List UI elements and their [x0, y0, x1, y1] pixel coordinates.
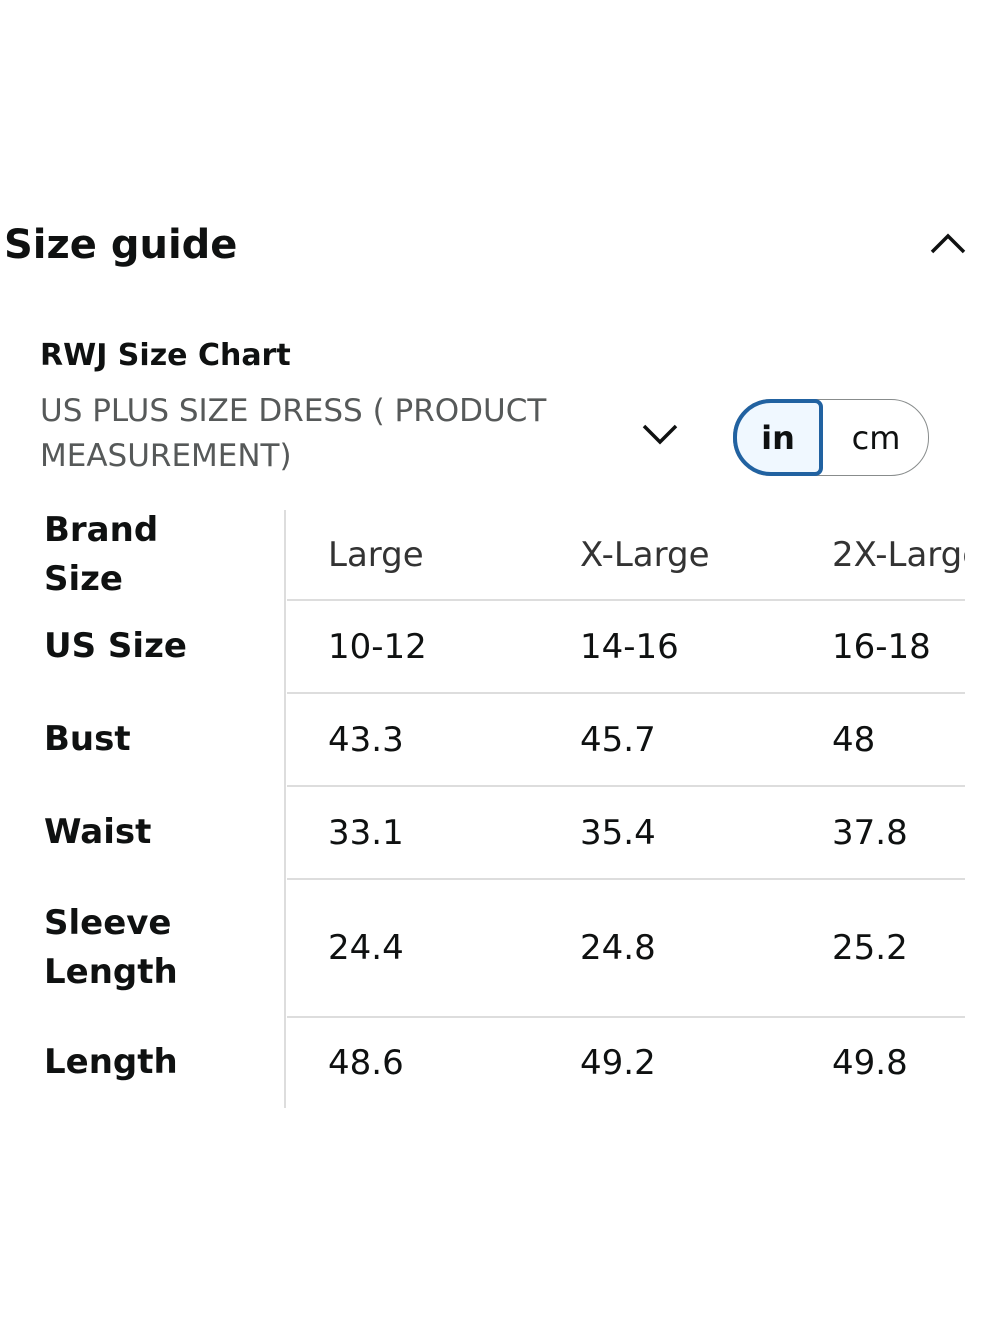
- row-header: Waist: [44, 812, 152, 852]
- column-header: Large: [328, 535, 424, 575]
- row-header: Sleeve Length: [44, 903, 178, 992]
- table-cell: 16-18: [832, 626, 931, 667]
- row-header: Bust: [44, 719, 131, 759]
- table-cell: 49.8: [832, 1042, 908, 1083]
- column-header: X-Large: [580, 535, 710, 575]
- row-divider: [287, 692, 965, 694]
- row-divider: [287, 878, 965, 880]
- dropdown-chevron[interactable]: [640, 420, 680, 448]
- row-header: US Size: [44, 626, 187, 666]
- row-divider: [287, 599, 965, 601]
- chart-selector[interactable]: US PLUS SIZE DRESS ( PRODUCT MEASUREMENT…: [40, 393, 547, 474]
- table-cell: 45.7: [580, 719, 656, 760]
- table-cell: 24.8: [580, 928, 656, 968]
- table-cell: 10-12: [328, 626, 427, 667]
- table-cell: 33.1: [328, 812, 404, 853]
- table-cell: 25.2: [832, 928, 908, 968]
- section-title: Size guide: [4, 222, 238, 268]
- table-cell: 37.8: [832, 812, 908, 853]
- column-header: 2X-Large: [832, 535, 965, 575]
- row-divider: [287, 785, 965, 787]
- unit-option[interactable]: cm: [851, 418, 901, 457]
- table-cell: 48.6: [328, 1042, 404, 1083]
- table-cell: 35.4: [580, 812, 656, 853]
- column-divider: [284, 510, 286, 1108]
- chart-name: RWJ Size Chart: [40, 338, 291, 373]
- collapse-button[interactable]: [928, 228, 968, 258]
- unit-option[interactable]: in: [733, 399, 823, 476]
- row-divider: [287, 1016, 965, 1018]
- table-cell: 48: [832, 719, 876, 760]
- table-cell: 49.2: [580, 1042, 656, 1083]
- column-header: Brand Size: [44, 510, 159, 599]
- row-header: Length: [44, 1042, 178, 1082]
- table-cell: 24.4: [328, 928, 404, 968]
- size-table: Brand Size Large X-Large 2X-Large US Size 10-…: [0, 510, 965, 1110]
- table-cell: 14-16: [580, 626, 679, 667]
- table-cell: 43.3: [328, 719, 404, 760]
